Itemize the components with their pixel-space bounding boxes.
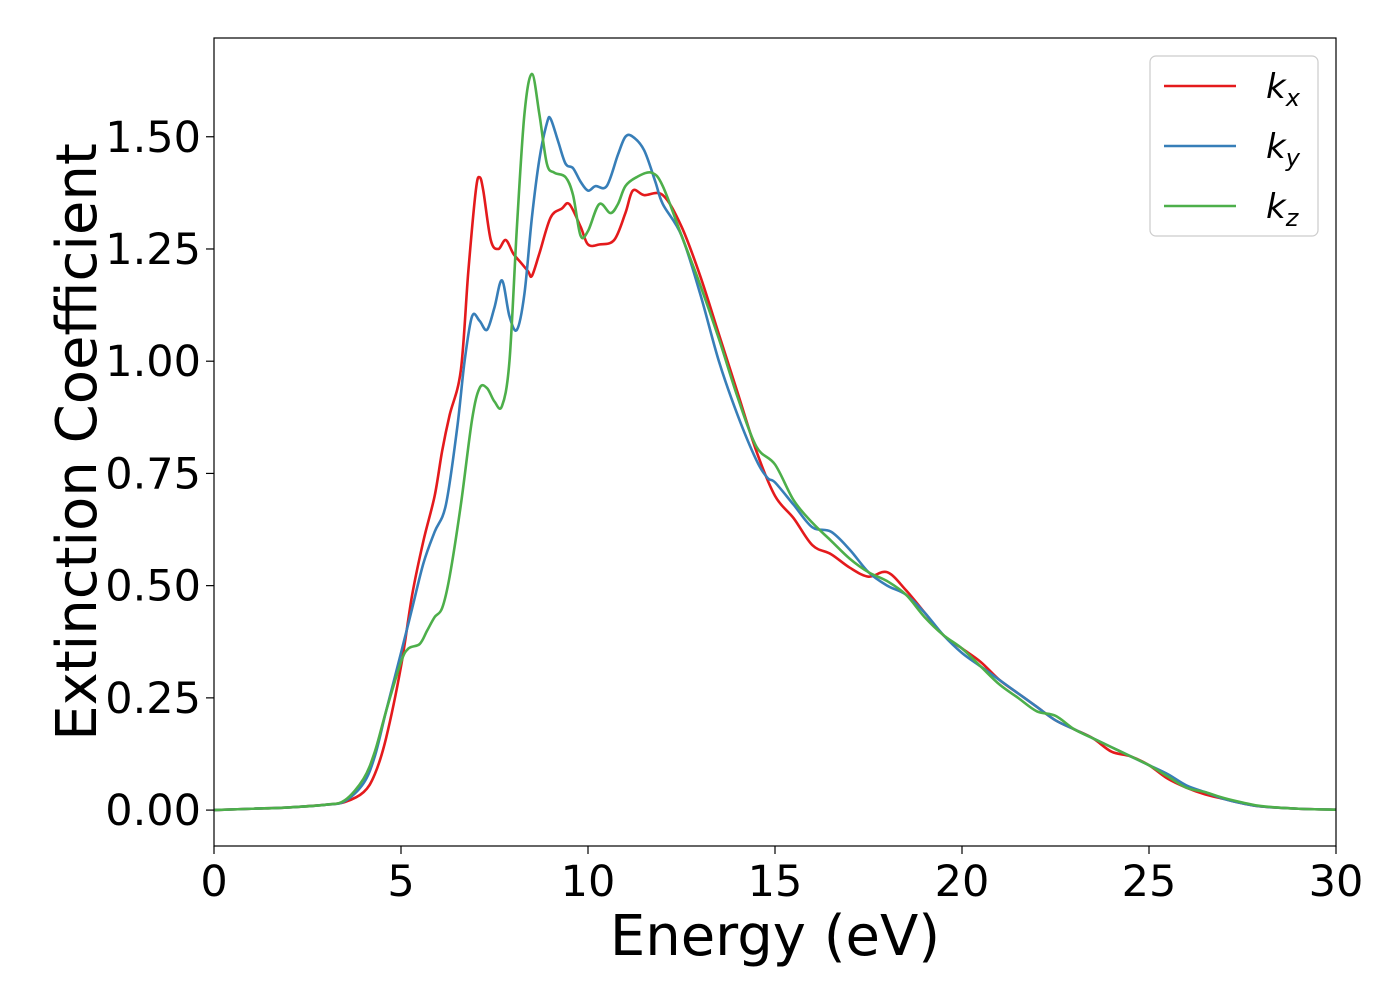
x-tick-label: 10 (561, 857, 616, 907)
x-tick-label: 15 (748, 857, 803, 907)
y-tick-label: 1.25 (105, 225, 201, 275)
y-axis-label: Extinction Coefficient (45, 143, 110, 741)
y-tick-label: 0.75 (105, 449, 201, 499)
y-tick-label: 1.50 (105, 113, 201, 163)
x-tick-label: 25 (1122, 857, 1177, 907)
y-tick-label: 0.00 (105, 786, 201, 836)
axis-ticks: 0 5 10 15 20 25 30 0.00 0.25 0.50 0.75 1.00 1.25 1.50 (105, 113, 1363, 907)
series-line-kx (213, 175, 1337, 812)
series-line-kz (213, 72, 1337, 812)
x-axis-label: Energy (eV) (610, 904, 940, 969)
y-tick-label: 0.25 (105, 674, 201, 724)
x-tick-label: 0 (200, 857, 227, 907)
x-tick-label: 30 (1309, 857, 1364, 907)
y-tick-label: 0.50 (105, 562, 201, 612)
y-tick-label: 1.00 (105, 337, 201, 387)
x-tick-label: 5 (387, 857, 414, 907)
x-tick-label: 20 (935, 857, 990, 907)
series-lines (213, 72, 1337, 812)
series-line-ky (213, 115, 1337, 812)
